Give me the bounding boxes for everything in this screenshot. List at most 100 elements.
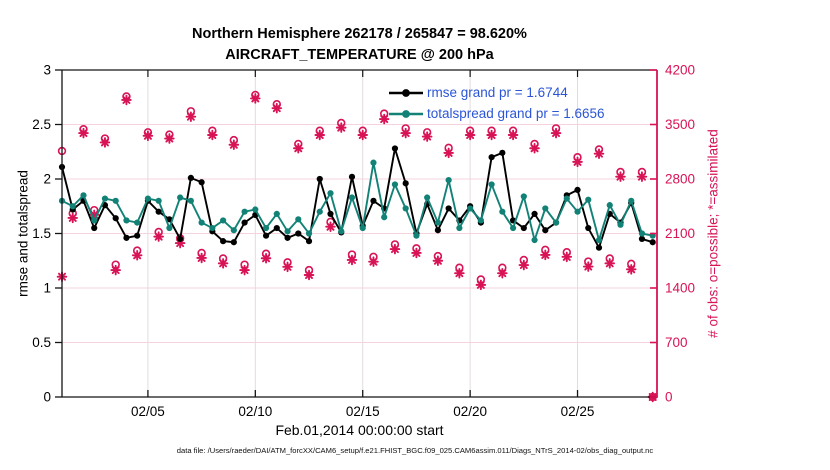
rmse-point [585, 224, 592, 232]
possible-marker [197, 248, 206, 258]
possible-marker [616, 167, 625, 177]
totalspread-point [220, 217, 227, 224]
rmse-point [531, 210, 538, 217]
totalspread-point [445, 176, 452, 184]
possible-marker [487, 126, 496, 135]
totalspread-point [295, 216, 302, 223]
totalspread-point [509, 224, 517, 232]
totalspread-point [284, 228, 291, 235]
totalspread-point [338, 228, 345, 235]
rmse-point [134, 232, 141, 239]
rmse-point [295, 230, 302, 237]
totalspread-point [252, 206, 259, 213]
totalspread-point [316, 208, 323, 215]
possible-marker [455, 263, 464, 272]
possible-marker [122, 92, 131, 101]
totalspread-point [628, 197, 635, 204]
y-left-tick-label: 3 [43, 63, 51, 78]
rmse-point [91, 224, 98, 232]
possible-marker [369, 252, 378, 262]
y-axis-left: 0 0.5 1 1.5 2 2.5 3 [32, 63, 63, 405]
totalspread-point [381, 214, 388, 221]
possible-marker [218, 254, 228, 263]
totalspread-point [574, 208, 581, 215]
possible-marker [208, 126, 217, 135]
totalspread-point [155, 197, 162, 204]
assimilated-marker [454, 267, 465, 279]
rmse-point [542, 227, 549, 234]
totalspread-point [467, 205, 474, 212]
totalspread-point [69, 203, 76, 210]
x-tick-label: 02/10 [238, 404, 272, 419]
possible-marker [143, 128, 153, 137]
rmse-point [499, 149, 506, 156]
x-axis: 02/05 02/10 02/15 02/20 02/25 [62, 69, 657, 419]
totalspread-point [402, 205, 409, 212]
rmse-point [649, 239, 656, 246]
possible-marker [519, 255, 529, 265]
totalspread-point [112, 197, 119, 204]
rmse-point [123, 234, 130, 241]
possible-marker [229, 135, 239, 145]
totalspread-point [488, 181, 495, 188]
possible-marker [605, 254, 614, 263]
possible-marker [337, 118, 346, 128]
possible-marker [380, 109, 389, 118]
possible-marker [422, 128, 432, 137]
rmse-point [198, 179, 205, 186]
possible-marker [637, 167, 647, 177]
x-tick-label: 02/15 [346, 404, 380, 419]
totalspread-point [177, 194, 184, 201]
possible-marker [154, 227, 163, 237]
possible-marker [584, 257, 593, 266]
possible-marker [562, 247, 571, 257]
rmse-point [348, 173, 356, 180]
possible-marker [132, 246, 142, 255]
y-right-tick-label: 4200 [665, 63, 695, 78]
assimilated-marker [67, 212, 78, 224]
right-axis-label: # of obs: o=possible; *=assimilated [705, 129, 721, 338]
rmse-point [112, 215, 119, 222]
rmse-point [370, 197, 377, 204]
possible-marker [465, 126, 475, 135]
rmse-point [520, 224, 527, 232]
possible-marker [498, 263, 507, 272]
possible-marker [186, 107, 196, 116]
totalspread-point [80, 192, 87, 199]
totalspread-point [359, 224, 366, 232]
possible-marker [251, 90, 260, 100]
possible-marker [79, 124, 88, 134]
rmse-point [284, 234, 291, 241]
possible-marker [541, 245, 550, 255]
y-right-tick-label: 700 [665, 335, 688, 350]
x-tick-label: 02/20 [453, 404, 487, 419]
possible-marker [444, 143, 453, 153]
totalspread-point [230, 227, 237, 234]
totalspread-point [166, 224, 173, 232]
totalspread-point [424, 194, 431, 201]
totalspread-point [134, 219, 141, 226]
y-right-tick-label: 3500 [665, 117, 695, 132]
possible-marker [412, 244, 421, 253]
possible-marker [283, 258, 292, 267]
totalspread-point [456, 224, 463, 232]
totalspread-legend-marker-icon [389, 109, 423, 118]
rmse-point [230, 239, 237, 246]
possible-marker [315, 126, 324, 135]
possible-marker [304, 265, 314, 275]
possible-marker [530, 139, 539, 149]
totalspread-point [262, 224, 270, 232]
totalspread-point [606, 202, 613, 209]
totalspread-point [144, 195, 152, 202]
possible-marker [272, 100, 282, 109]
totalspread-point [520, 193, 527, 200]
totalspread-point [370, 159, 377, 166]
rmse-point [177, 235, 184, 243]
totalspread-point [638, 230, 646, 237]
rmse-point [262, 232, 270, 239]
possible-marker [508, 126, 518, 135]
rmse-point [434, 227, 442, 234]
possible-marker [240, 260, 249, 269]
